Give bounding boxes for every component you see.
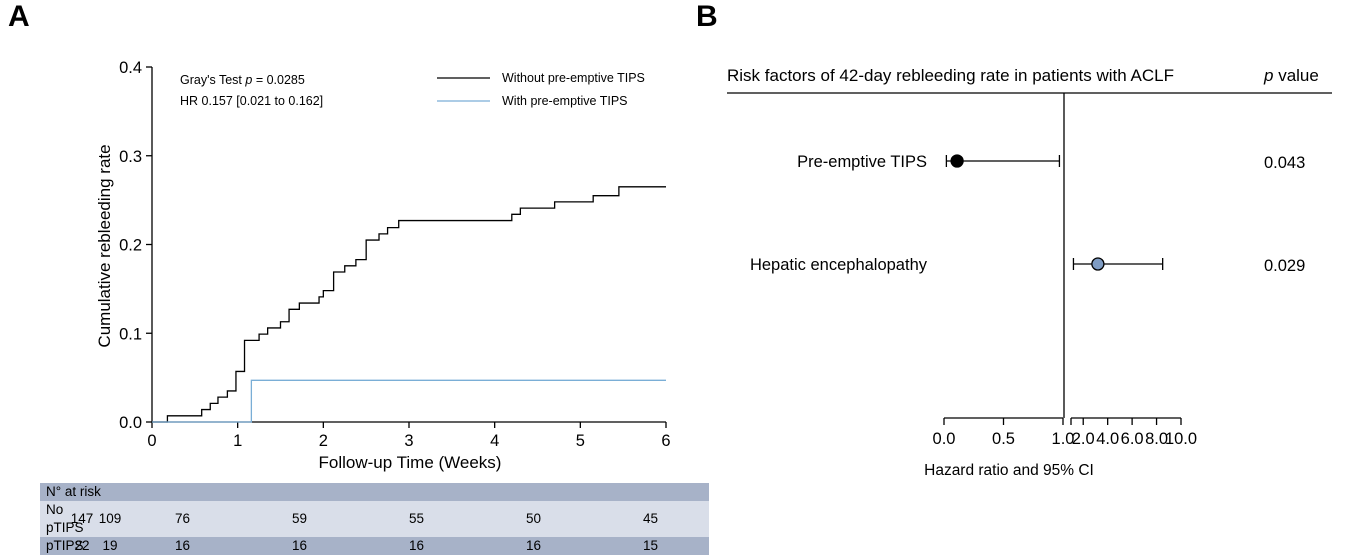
at-risk-cell: 15 (642, 538, 659, 553)
km-y-tick-label: 0.0 (119, 414, 142, 432)
forest-p-word: value (1273, 66, 1318, 85)
km-y-tick-label: 0.1 (119, 325, 142, 343)
km-ylabel: Cumulative rebleeding rate (95, 144, 114, 347)
forest-x-tick-label: 1.0 (1052, 430, 1075, 448)
legend-label-without: Without pre-emptive TIPS (502, 71, 645, 85)
km-x-tick-label: 4 (490, 432, 499, 450)
forest-title: Risk factors of 42-day rebleeding rate i… (727, 66, 1174, 85)
at-risk-row-label: No pTIPS (46, 502, 84, 535)
at-risk-header-row: N° at risk (40, 483, 709, 501)
km-x-axis: 0 1 2 3 4 5 6 (147, 421, 671, 450)
km-y-tick-label: 0.4 (119, 59, 142, 77)
km-series-group (152, 186, 666, 423)
at-risk-cell: 55 (408, 511, 425, 526)
at-risk-cell: 22 (74, 538, 90, 553)
at-risk-cell: 16 (291, 538, 308, 553)
forest-x-tick-label: 10.0 (1165, 430, 1197, 448)
forest-row-pvalue: 0.029 (1264, 257, 1305, 275)
forest-row-label: Pre-emptive TIPS (797, 153, 927, 171)
at-risk-cell: 59 (291, 511, 308, 526)
panel-label-b: B (696, 0, 718, 33)
panel-label-a: A (8, 0, 30, 33)
at-risk-row-label: pTIPS (46, 538, 84, 553)
km-y-axis: 0.0 0.1 0.2 0.3 0.4 (119, 59, 153, 432)
forest-pvalue-header: p value (1263, 66, 1319, 85)
km-y-tick-label: 0.2 (119, 237, 142, 255)
forest-x-tick-label: 6.0 (1121, 430, 1144, 448)
forest-x-tick-label: 4.0 (1096, 430, 1119, 448)
forest-x-tick-label: 0.0 (933, 430, 956, 448)
at-risk-cell: 76 (174, 511, 191, 526)
at-risk-table: N° at risk No pTIPS 147 109 76 59 55 50 … (40, 483, 709, 555)
forest-xlabel: Hazard ratio and 95% CI (924, 462, 1094, 479)
km-line-without-ptips (152, 186, 666, 423)
km-x-tick-label: 6 (661, 432, 670, 450)
km-x-tick-label: 1 (233, 432, 242, 450)
km-x-tick-label: 0 (147, 432, 156, 450)
forest-p-symbol: p (1263, 66, 1273, 85)
km-annotation-hr: HR 0.157 [0.021 to 0.162] (180, 94, 323, 108)
km-y-tick-label: 0.3 (119, 148, 142, 166)
forest-body: 0.0 0.5 1.02.0 4.0 6.0 8.010.0 Pre-emptive TIP… (750, 93, 1305, 448)
km-chart: 0 1 2 3 4 5 6 0.0 0.1 0.2 0.3 0.4 Cumulative reble… (95, 59, 671, 472)
km-test-p-value: = 0.0285 (252, 73, 305, 87)
forest-x-tick-label: 2.0 (1072, 430, 1095, 448)
km-x-tick-label: 3 (404, 432, 413, 450)
at-risk-title: N° at risk (46, 484, 101, 499)
at-risk-header-fill (124, 483, 709, 501)
km-test-p-symbol: p (244, 73, 252, 87)
at-risk-cell: 45 (642, 511, 659, 526)
at-risk-cell: 147 (70, 511, 94, 526)
km-x-tick-label: 5 (576, 432, 585, 450)
forest-point-estimate (950, 154, 964, 168)
km-legend: Without pre-emptive TIPS With pre-emptiv… (437, 71, 645, 108)
forest-row-label: Hepatic encephalopathy (750, 256, 928, 274)
at-risk-cell: 16 (525, 538, 542, 553)
figure-canvas: 0 1 2 3 4 5 6 0.0 0.1 0.2 0.3 0.4 Cumulative reble… (95, 59, 1332, 479)
km-annotation-test: Gray's Test p = 0.0285 (180, 73, 305, 87)
at-risk-cell: 50 (525, 511, 542, 526)
forest-point-estimate (1091, 257, 1105, 271)
forest-plot: Risk factors of 42-day rebleeding rate i… (727, 66, 1332, 479)
forest-row-pvalue: 0.043 (1264, 154, 1305, 172)
km-x-tick-label: 2 (319, 432, 328, 450)
km-line-with-ptips (152, 379, 666, 423)
at-risk-cell: 19 (102, 538, 118, 553)
km-xlabel: Follow-up Time (Weeks) (319, 453, 502, 472)
at-risk-row-nopt: No pTIPS 147 109 76 59 55 50 45 (40, 501, 709, 537)
at-risk-cell: 109 (98, 511, 122, 526)
km-test-name: Gray's Test (180, 73, 242, 87)
at-risk-row-pt: pTIPS 22 19 16 16 16 16 15 (40, 537, 709, 555)
forest-x-tick-label: 0.5 (992, 430, 1015, 448)
at-risk-cell: 16 (408, 538, 425, 553)
legend-label-with: With pre-emptive TIPS (502, 94, 628, 108)
forest-x-tick-label: 8.0 (1145, 430, 1168, 448)
at-risk-cell: 16 (174, 538, 191, 553)
